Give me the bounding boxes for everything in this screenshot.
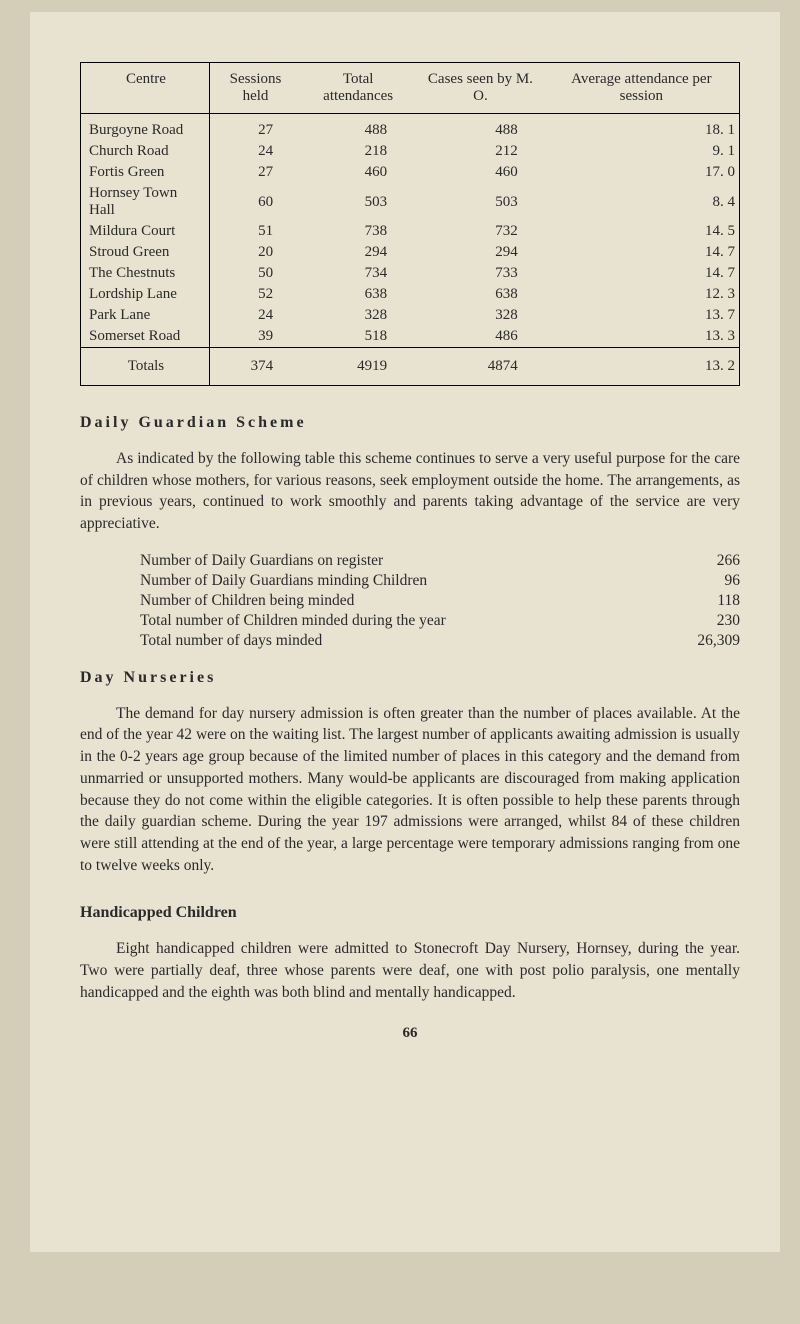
table-cell: The Chestnuts (81, 263, 210, 284)
handicapped-para: Eight handicapped children were admitted… (80, 938, 740, 1003)
table-cell: Church Road (81, 141, 210, 162)
table-row: Burgoyne Road2748848818. 1 (81, 114, 740, 142)
table-cell: 638 (301, 284, 415, 305)
table-cell: 17. 0 (546, 162, 740, 183)
table-cell: 328 (301, 305, 415, 326)
nurseries-heading: Day Nurseries (80, 669, 740, 687)
col-attendances: Total attendances (301, 63, 415, 114)
stat-row: Number of Daily Guardians minding Childr… (140, 571, 740, 591)
stat-label: Total number of days minded (140, 632, 322, 650)
table-row: Mildura Court5173873214. 5 (81, 221, 740, 242)
stat-label: Total number of Children minded during t… (140, 612, 446, 630)
table-body: Burgoyne Road2748848818. 1Church Road242… (81, 114, 740, 348)
nurseries-para: The demand for day nursery admission is … (80, 703, 740, 877)
table-cell: 503 (301, 183, 415, 221)
stat-label: Number of Daily Guardians minding Childr… (140, 572, 427, 590)
table-cell: 18. 1 (546, 114, 740, 142)
table-row: Stroud Green2029429414. 7 (81, 242, 740, 263)
table-cell: 27 (209, 162, 301, 183)
stat-value: 230 (660, 612, 740, 630)
table-cell: 738 (301, 221, 415, 242)
table-cell: 212 (415, 141, 546, 162)
table-cell: 460 (415, 162, 546, 183)
table-cell: 24 (209, 141, 301, 162)
guardian-stats: Number of Daily Guardians on register 266… (140, 551, 740, 651)
table-cell: 52 (209, 284, 301, 305)
table-cell: 50 (209, 263, 301, 284)
table-cell: Mildura Court (81, 221, 210, 242)
table-cell: Hornsey Town Hall (81, 183, 210, 221)
table-cell: 488 (301, 114, 415, 142)
stat-row: Total number of Children minded during t… (140, 611, 740, 631)
table-cell: 328 (415, 305, 546, 326)
table-cell: 488 (415, 114, 546, 142)
table-row: Church Road242182129. 1 (81, 141, 740, 162)
table-cell: 518 (301, 326, 415, 348)
stat-row: Number of Children being minded 118 (140, 591, 740, 611)
totals-cases: 4874 (415, 348, 546, 386)
table-cell: 14. 7 (546, 263, 740, 284)
table-cell: 218 (301, 141, 415, 162)
table-cell: 8. 4 (546, 183, 740, 221)
table-cell: 27 (209, 114, 301, 142)
table-cell: 14. 7 (546, 242, 740, 263)
col-centre: Centre (81, 63, 210, 114)
table-cell: Fortis Green (81, 162, 210, 183)
centres-table: Centre Sessions held Total attendances C… (80, 62, 740, 386)
table-cell: 732 (415, 221, 546, 242)
totals-average: 13. 2 (546, 348, 740, 386)
table-cell: Park Lane (81, 305, 210, 326)
table-row: Fortis Green2746046017. 0 (81, 162, 740, 183)
table-cell: 13. 3 (546, 326, 740, 348)
guardian-heading: Daily Guardian Scheme (80, 414, 740, 432)
stat-value: 26,309 (660, 632, 740, 650)
table-row: Lordship Lane5263863812. 3 (81, 284, 740, 305)
table-cell: 13. 7 (546, 305, 740, 326)
table-cell: Somerset Road (81, 326, 210, 348)
table-cell: 60 (209, 183, 301, 221)
table-totals-row: Totals 374 4919 4874 13. 2 (81, 348, 740, 386)
table-cell: 294 (415, 242, 546, 263)
stat-label: Number of Daily Guardians on register (140, 552, 383, 570)
col-sessions: Sessions held (209, 63, 301, 114)
stat-row: Number of Daily Guardians on register 266 (140, 551, 740, 571)
table-row: Park Lane2432832813. 7 (81, 305, 740, 326)
table-header-row: Centre Sessions held Total attendances C… (81, 63, 740, 114)
table-cell: 294 (301, 242, 415, 263)
col-average: Average attendance per session (546, 63, 740, 114)
table-cell: 51 (209, 221, 301, 242)
totals-sessions: 374 (209, 348, 301, 386)
table-cell: 12. 3 (546, 284, 740, 305)
page: Centre Sessions held Total attendances C… (30, 12, 780, 1252)
table-row: Somerset Road3951848613. 3 (81, 326, 740, 348)
table-cell: 460 (301, 162, 415, 183)
table-cell: 638 (415, 284, 546, 305)
table-cell: 486 (415, 326, 546, 348)
table-cell: Stroud Green (81, 242, 210, 263)
table-row: The Chestnuts5073473314. 7 (81, 263, 740, 284)
totals-label: Totals (81, 348, 210, 386)
guardian-para: As indicated by the following table this… (80, 448, 740, 535)
stat-value: 96 (660, 572, 740, 590)
totals-attendances: 4919 (301, 348, 415, 386)
table-cell: Lordship Lane (81, 284, 210, 305)
page-number: 66 (80, 1025, 740, 1042)
stat-label: Number of Children being minded (140, 592, 354, 610)
table-cell: 9. 1 (546, 141, 740, 162)
stat-value: 266 (660, 552, 740, 570)
stat-value: 118 (660, 592, 740, 610)
table-cell: 14. 5 (546, 221, 740, 242)
table-cell: 733 (415, 263, 546, 284)
table-cell: 734 (301, 263, 415, 284)
col-cases: Cases seen by M. O. (415, 63, 546, 114)
table-cell: 20 (209, 242, 301, 263)
table-cell: 503 (415, 183, 546, 221)
handicapped-heading: Handicapped Children (80, 904, 740, 922)
table-cell: 24 (209, 305, 301, 326)
table-cell: Burgoyne Road (81, 114, 210, 142)
stat-row: Total number of days minded 26,309 (140, 631, 740, 651)
table-cell: 39 (209, 326, 301, 348)
table-row: Hornsey Town Hall605035038. 4 (81, 183, 740, 221)
